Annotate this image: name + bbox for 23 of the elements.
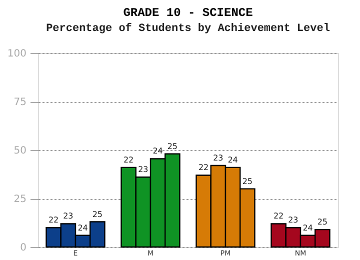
text: 22: [123, 155, 134, 164]
chart-subtitle: Percentage of Students by Achievement Level: [46, 22, 330, 35]
text: 24: [152, 146, 163, 156]
text: 23: [213, 154, 224, 163]
text: 25: [167, 142, 178, 151]
y-tick-label: 75: [14, 97, 26, 108]
series-label: 25: [92, 210, 103, 219]
y-tick-label: 25: [14, 194, 26, 205]
text: 22: [273, 212, 284, 221]
series-label: 22: [48, 216, 59, 225]
text: 23: [138, 165, 148, 174]
series-label: 24: [78, 223, 88, 232]
y-tick-label: 0: [20, 242, 26, 254]
text: 24: [302, 223, 313, 232]
text: 23: [288, 216, 298, 225]
text: 24: [228, 155, 238, 164]
text: 25: [317, 218, 328, 227]
y-tick-label: 50: [14, 146, 26, 156]
chart-title: GRADE 10 - SCIENCE: [123, 6, 253, 20]
series-label: 23: [63, 212, 74, 221]
y-tick-label: 100: [7, 48, 26, 60]
text: 25: [242, 176, 253, 186]
text: 22: [198, 163, 209, 172]
